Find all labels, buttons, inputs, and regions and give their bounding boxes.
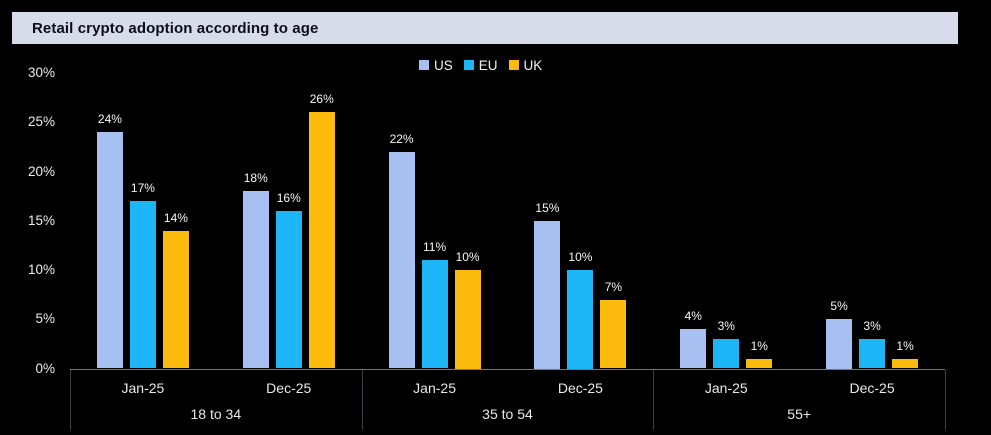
group-divider-line — [653, 369, 655, 430]
bar-value-label: 5% — [830, 299, 848, 314]
bar-us — [534, 220, 561, 369]
bar-value-label: 26% — [309, 92, 334, 107]
legend-label: EU — [478, 57, 498, 73]
bar-eu — [713, 338, 740, 369]
y-axis-tick-label: 20% — [27, 163, 55, 179]
cluster-label: Jan-25 — [413, 380, 456, 396]
cluster-label: Jan-25 — [121, 380, 165, 396]
bar-value-label: 1% — [896, 338, 914, 353]
legend-item-eu: EU — [463, 57, 498, 73]
legend-item-uk: UK — [508, 57, 543, 73]
bar-value-label: 10% — [568, 250, 593, 264]
bar-value-label: 11% — [423, 240, 447, 255]
legend-label: US — [434, 57, 453, 73]
bar-uk — [162, 230, 189, 369]
bar-value-label: 4% — [684, 309, 702, 324]
y-axis-tick-label: 30% — [27, 65, 55, 80]
group-label: 35 to 54 — [482, 406, 533, 422]
bar-value-label: 16% — [276, 190, 301, 205]
chart-title-bar: Retail crypto adoption according to age — [12, 12, 958, 44]
bar-us — [242, 191, 269, 369]
y-axis-tick-label: 10% — [27, 262, 55, 277]
bar-uk — [308, 112, 335, 369]
bar-uk — [600, 299, 627, 369]
legend-item-us: US — [419, 58, 453, 73]
legend-swatch-icon — [419, 60, 429, 70]
bar-eu — [859, 338, 886, 369]
bar-us — [96, 132, 123, 369]
group-divider-line — [945, 369, 946, 430]
bar-value-label: 3% — [717, 318, 735, 333]
legend: US EU UK — [419, 57, 542, 73]
bar-value-label: 17% — [130, 181, 155, 196]
bar-value-label: 15% — [535, 200, 560, 215]
group-label: 55+ — [787, 406, 812, 422]
bar-us — [680, 329, 707, 369]
group-label: 18 to 34 — [190, 406, 242, 422]
bar-uk — [454, 270, 481, 369]
bar-eu — [129, 201, 156, 369]
y-axis-tick-label: 0% — [35, 360, 55, 376]
group-divider-line — [361, 369, 363, 430]
cluster-label: Dec-25 — [266, 380, 312, 396]
bar-value-label: 22% — [389, 131, 414, 146]
bar-value-label: 24% — [97, 112, 122, 127]
bar-uk — [746, 358, 773, 369]
legend-swatch-icon — [508, 60, 519, 70]
legend-swatch-icon — [463, 60, 474, 70]
chart-title: Retail crypto adoption according to age — [32, 19, 319, 37]
bar-us — [826, 319, 853, 369]
cluster-label: Jan-25 — [704, 380, 748, 396]
bar-value-label: 1% — [750, 338, 768, 353]
bar-eu — [567, 270, 594, 369]
cluster-label: Dec-25 — [849, 380, 895, 396]
bar-value-label: 10% — [455, 250, 480, 264]
cluster-label: Dec-25 — [557, 380, 603, 396]
bar-uk — [892, 358, 919, 369]
bar-us — [388, 151, 415, 369]
y-axis-tick-label: 15% — [27, 212, 55, 228]
y-axis-tick-label: 5% — [35, 311, 55, 327]
x-axis-line — [70, 368, 945, 370]
y-axis-tick-label: 25% — [27, 114, 55, 130]
bar-value-label: 3% — [863, 318, 881, 333]
bar-value-label: 7% — [604, 279, 623, 294]
group-divider-line — [70, 369, 71, 430]
bar-eu — [275, 210, 302, 369]
legend-label: UK — [523, 57, 543, 73]
bar-value-label: 14% — [163, 210, 188, 225]
bar-eu — [421, 260, 448, 369]
bar-value-label: 18% — [243, 171, 268, 186]
